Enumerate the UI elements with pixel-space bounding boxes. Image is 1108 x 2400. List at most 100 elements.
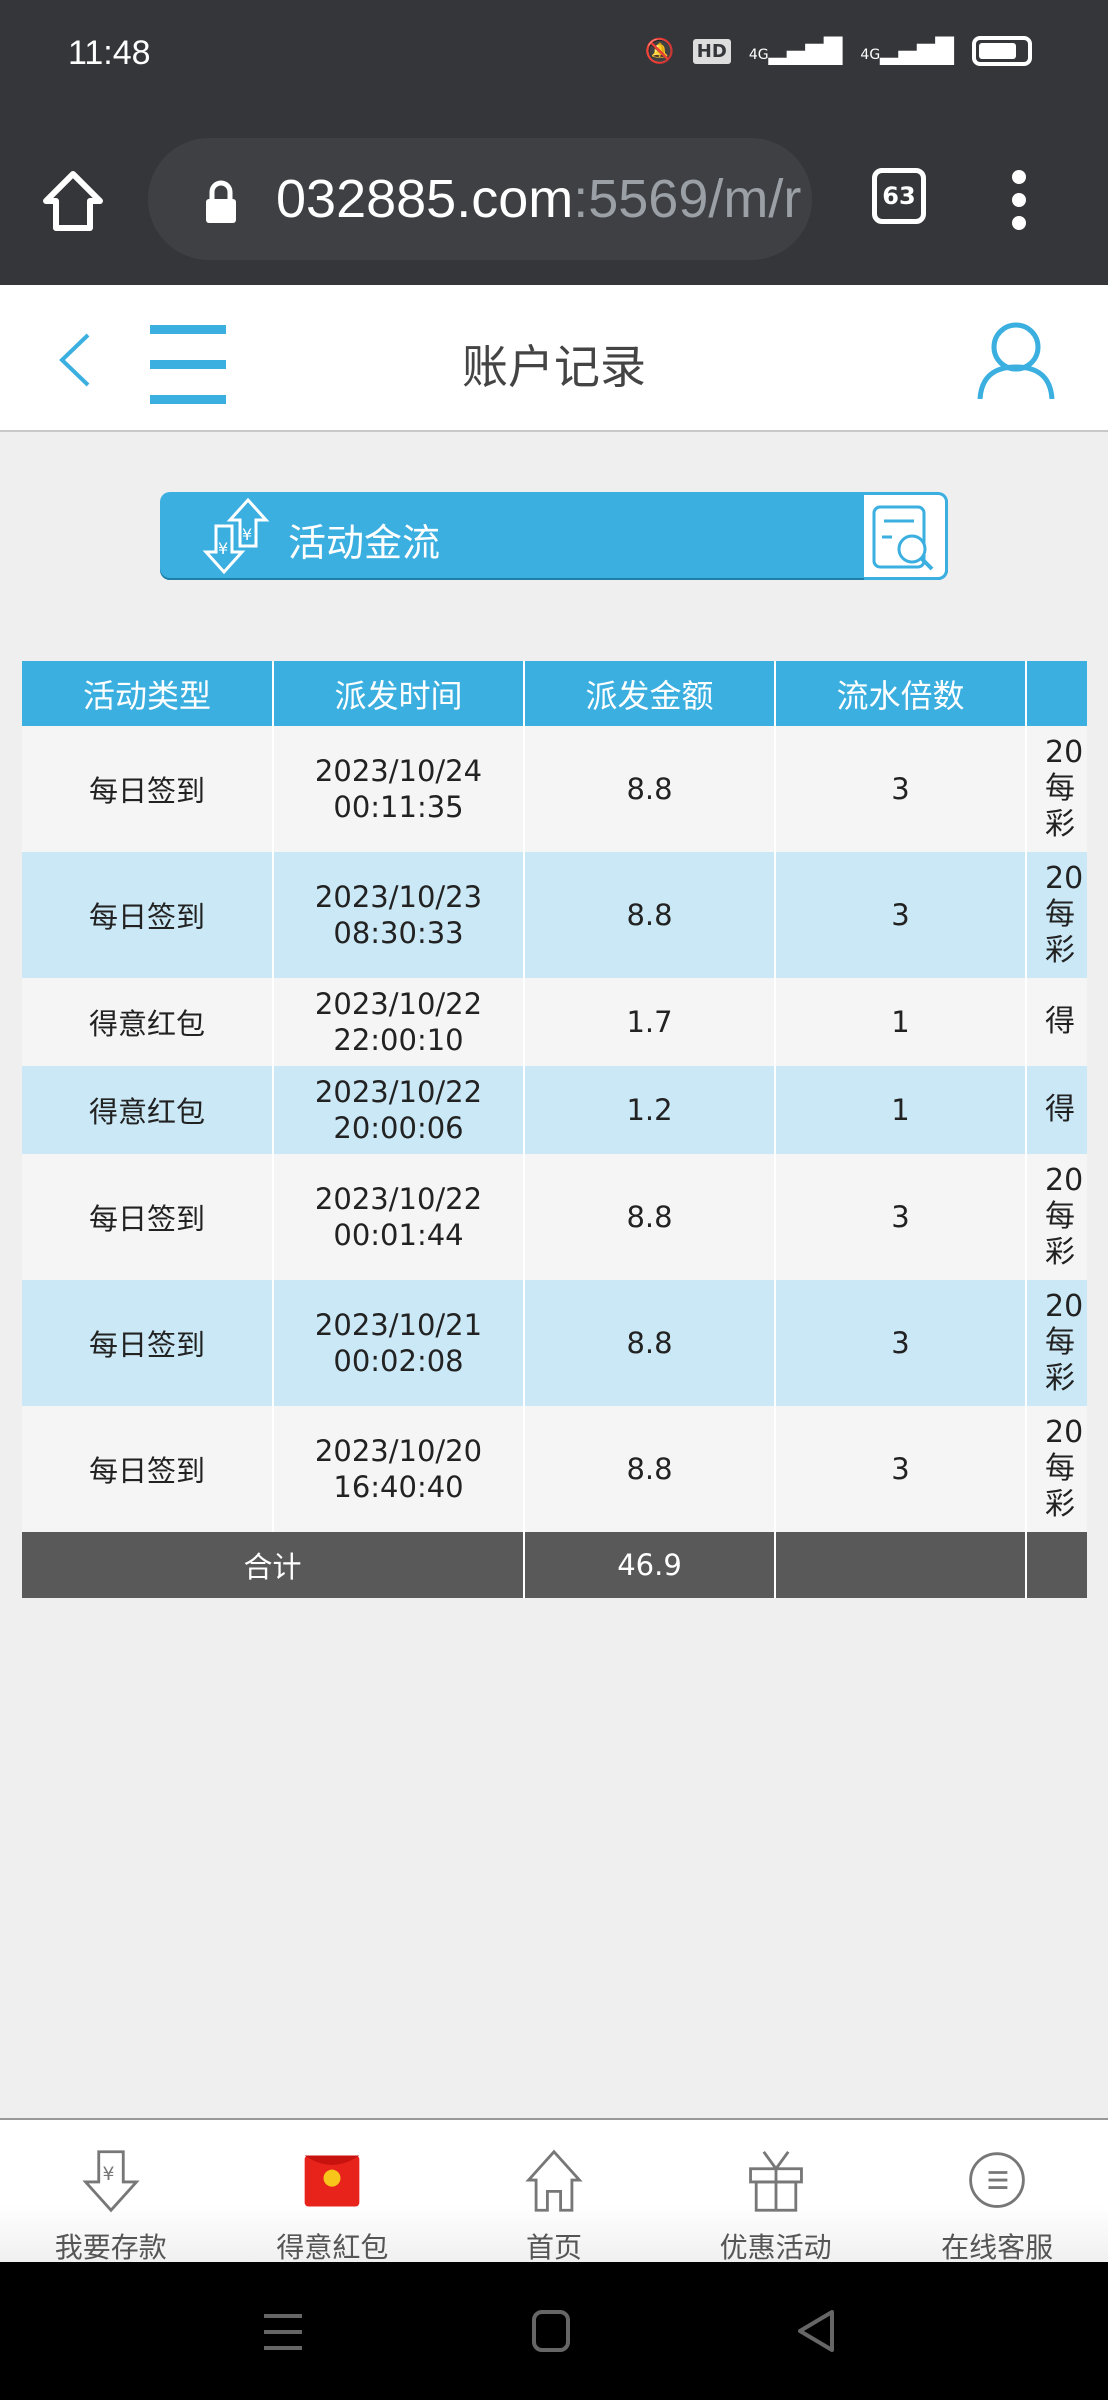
cell-extra-line: 20: [1045, 861, 1084, 896]
clock: 11:48: [68, 34, 151, 72]
page-header: 账户记录: [0, 285, 1108, 432]
gift-icon: [748, 2150, 803, 2212]
activity-cashflow-banner[interactable]: ¥ ¥ 活动金流: [160, 492, 948, 580]
cell-details: 20 每彩: [1026, 1154, 1087, 1280]
cell-amount: 8.8: [524, 726, 776, 852]
cell-time: 2023/10/23 08:30:33: [273, 852, 525, 978]
user-icon[interactable]: [976, 321, 1056, 399]
search-records-button[interactable]: [864, 492, 948, 580]
cell-type: 每日签到: [22, 1280, 274, 1406]
cell-extra-line: 每: [1045, 897, 1075, 932]
cell-time: 2023/10/22 22:00:10: [273, 978, 525, 1066]
cell-amount: 1.7: [524, 978, 776, 1066]
cell-multiplier: 3: [775, 1280, 1027, 1406]
cell-type: 每日签到: [22, 726, 274, 852]
browser-menu-button[interactable]: [1012, 170, 1028, 239]
address-bar[interactable]: 032885.com:5569/m/r: [148, 138, 812, 260]
cell-extra-line: 彩: [1045, 1361, 1075, 1396]
cell-details: 得: [1026, 1066, 1087, 1154]
cell-extra-line: 20: [1045, 735, 1084, 770]
cell-amount: 1.2: [524, 1066, 776, 1154]
nav-promotions[interactable]: 优惠活动: [665, 2120, 887, 2264]
cell-details: 得: [1026, 978, 1087, 1066]
nav-customer-service[interactable]: 在线客服: [886, 2120, 1108, 2264]
system-navigation-bar: [0, 2262, 1108, 2400]
total-label: 合计: [22, 1532, 525, 1598]
table-row: 每日签到 2023/10/24 00:11:35 8.8 3 20 每彩: [22, 726, 1087, 852]
deposit-icon: ¥: [82, 2150, 140, 2213]
system-home-icon[interactable]: [532, 2310, 572, 2354]
cell-extra-line: 每: [1045, 1199, 1075, 1234]
recent-apps-icon[interactable]: [264, 2312, 304, 2352]
table-row: 每日签到 2023/10/23 08:30:33 8.8 3 20 每彩: [22, 852, 1087, 978]
cell-extra-line: 得: [1045, 1092, 1075, 1127]
browser-home-icon[interactable]: [40, 168, 106, 234]
records-table: 活动类型 派发时间 派发金额 流水倍数 每日签到 2023/10/24 00:11…: [22, 661, 1087, 1598]
signal-icon: 4G▂▄▆█: [860, 37, 954, 65]
cell-multiplier: 3: [775, 1406, 1027, 1532]
home-icon: [525, 2149, 583, 2212]
url-text: 032885.com:5569/m/r: [276, 169, 802, 229]
cell-extra-line: 彩: [1045, 933, 1075, 968]
cell-amount: 8.8: [524, 1406, 776, 1532]
red-envelope-icon: [305, 2155, 360, 2207]
cell-extra-line: 20: [1045, 1163, 1084, 1198]
cell-extra-line: 每: [1045, 1451, 1075, 1486]
total-amount: 46.9: [524, 1532, 776, 1598]
money-transfer-icon: ¥¥: [202, 498, 270, 574]
cell-type: 得意红包: [22, 1066, 274, 1154]
cell-type: 每日签到: [22, 1154, 274, 1280]
menu-hamburger-icon[interactable]: [150, 325, 226, 430]
cell-extra-line: 得: [1045, 1004, 1075, 1039]
cell-extra-line: 20: [1045, 1415, 1084, 1450]
column-header: 活动类型: [22, 661, 274, 726]
cell-amount: 8.8: [524, 852, 776, 978]
cell-time: 2023/10/22 20:00:06: [273, 1066, 525, 1154]
back-arrow-icon[interactable]: [56, 333, 96, 387]
mute-icon: 🔕: [644, 37, 675, 65]
nav-red-envelope[interactable]: 得意紅包: [222, 2120, 444, 2264]
cell-time: 2023/10/22 00:01:44: [273, 1154, 525, 1280]
total-row: 合计 46.9: [22, 1532, 1087, 1598]
document-search-icon: [872, 505, 934, 571]
cell-multiplier: 1: [775, 1066, 1027, 1154]
nav-home[interactable]: 首页: [443, 2120, 665, 2264]
table-row: 得意红包 2023/10/22 22:00:10 1.7 1 得: [22, 978, 1087, 1066]
cell-extra-line: 彩: [1045, 807, 1075, 842]
column-header: 派发时间: [273, 661, 525, 726]
cell-extra-line: 彩: [1045, 1487, 1075, 1522]
cell-details: 20 每彩: [1026, 1406, 1087, 1532]
svg-text:¥: ¥: [218, 539, 228, 558]
column-header: 流水倍数: [775, 661, 1027, 726]
column-header: [1026, 661, 1087, 726]
table-row: 每日签到 2023/10/20 16:40:40 8.8 3 20 每彩: [22, 1406, 1087, 1532]
support-icon: [969, 2152, 1025, 2208]
nav-deposit[interactable]: ¥ 我要存款: [0, 2120, 222, 2264]
banner-label: 活动金流: [288, 521, 441, 565]
browser-toolbar: 032885.com:5569/m/r 63: [0, 110, 1108, 285]
cell-details: 20 每彩: [1026, 852, 1087, 978]
page-title: 账户记录: [462, 340, 646, 394]
column-header: 派发金额: [524, 661, 776, 726]
tab-switcher-button[interactable]: 63: [872, 168, 926, 224]
cell-multiplier: 3: [775, 1154, 1027, 1280]
svg-text:¥: ¥: [102, 2164, 114, 2185]
cell-type: 每日签到: [22, 852, 274, 978]
signal-icon: 4G▂▄▆█: [748, 37, 843, 65]
system-back-icon[interactable]: [796, 2310, 836, 2354]
cell-amount: 8.8: [524, 1154, 776, 1280]
battery-icon: [972, 36, 1032, 66]
cell-extra-line: 彩: [1045, 1235, 1075, 1270]
cell-extra-line: 20: [1045, 1289, 1084, 1324]
status-bar: 11:48 🔕 HD 4G▂▄▆█ 4G▂▄▆█: [0, 0, 1108, 110]
table-header-row: 活动类型 派发时间 派发金额 流水倍数: [22, 661, 1087, 726]
lock-icon: [206, 180, 236, 223]
hd-icon: HD: [692, 38, 731, 64]
cell-multiplier: 3: [775, 726, 1027, 852]
cell-type: 每日签到: [22, 1406, 274, 1532]
cell-extra-line: 每: [1045, 771, 1075, 806]
cell-extra-line: 每: [1045, 1325, 1075, 1360]
svg-text:¥: ¥: [242, 525, 252, 544]
bottom-navigation: ¥ 我要存款 得意紅包 首页 优惠活动 在线客服: [0, 2118, 1108, 2264]
cell-amount: 8.8: [524, 1280, 776, 1406]
